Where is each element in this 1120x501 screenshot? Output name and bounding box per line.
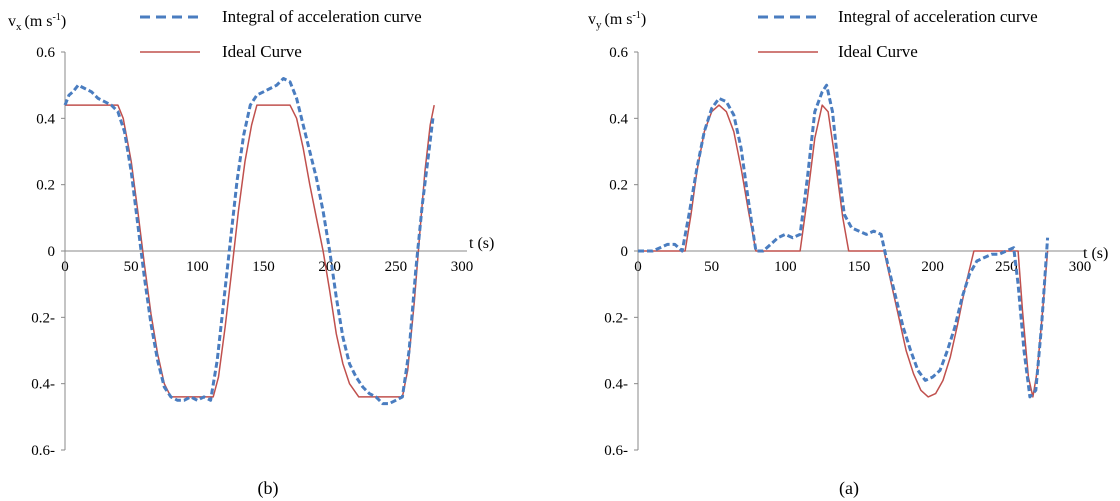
x-tick-label: 250 (385, 259, 408, 275)
x-ticks-vy: 0 50 100 150 200 250 300 (634, 259, 1091, 275)
caption-b: (b) (258, 478, 279, 499)
caption-a: (a) (839, 478, 859, 499)
x-tick-label: 0 (61, 259, 69, 275)
y-tick-label: 0.2 (609, 178, 628, 194)
series-vx (63, 77, 435, 406)
series-vy (638, 83, 1050, 399)
y-tick-label: 0.6 (36, 45, 55, 61)
legend-vx: Integral of acceleration curve Ideal Cur… (140, 7, 422, 61)
legend-label-integral: Integral of acceleration curve (222, 7, 422, 26)
x-tick-label: 150 (848, 259, 871, 275)
x-tick-label: 300 (1069, 259, 1092, 275)
y-tick-label: 0.6 (609, 45, 628, 61)
y-tick-label: 0.2- (31, 310, 55, 326)
y-tick-label: 0.2 (36, 178, 55, 194)
y-tick-label: 0.4- (604, 377, 628, 393)
x-tick-label: 200 (318, 259, 341, 275)
legend-label-ideal: Ideal Curve (838, 42, 918, 61)
x-tick-label: 200 (921, 259, 944, 275)
legend-label-ideal: Ideal Curve (222, 42, 302, 61)
ylabel-vy: vy (m s-1) (588, 10, 646, 31)
x-tick-label: 250 (995, 259, 1018, 275)
x-tick-label: 50 (124, 259, 139, 275)
y-tick-label: 0 (48, 244, 56, 260)
y-tick-label: 0.4- (31, 377, 55, 393)
x-tick-label: 150 (252, 259, 275, 275)
chart-vx: vx (m s-1) Integral of acceleration curve… (8, 7, 494, 499)
xlabel-vy: t (s) (1083, 245, 1108, 262)
series-line-ideal (638, 104, 1049, 398)
y-ticks-vx: 0.6 0.4 0.2 0 0.2- 0.4- 0.6- (31, 45, 65, 459)
series-line-ideal (65, 104, 435, 398)
x-tick-label: 0 (634, 259, 642, 275)
x-tick-label: 100 (774, 259, 797, 275)
y-tick-label: 0.4 (36, 111, 55, 127)
y-tick-label: 0.6- (31, 443, 55, 459)
y-ticks-vy: 0.6 0.4 0.2 0 0.2- 0.4- 0.6- (604, 45, 638, 459)
x-tick-label: 300 (451, 259, 474, 275)
y-tick-label: 0.4 (609, 111, 628, 127)
series-line-integral (638, 83, 1050, 399)
legend-vy: Integral of acceleration curve Ideal Cur… (758, 7, 1038, 61)
y-tick-label: 0.6- (604, 443, 628, 459)
y-tick-label: 0 (621, 244, 629, 260)
chart-vy: vy (m s-1) Integral of acceleration curve… (588, 7, 1108, 499)
x-ticks-vx: 0 50 100 150 200 250 300 (61, 259, 473, 275)
ylabel-vx: vx (m s-1) (8, 12, 66, 33)
y-tick-label: 0.2- (604, 310, 628, 326)
xlabel-vx: t (s) (469, 235, 494, 252)
x-tick-label: 50 (704, 259, 719, 275)
x-tick-label: 100 (186, 259, 209, 275)
legend-label-integral: Integral of acceleration curve (838, 7, 1038, 26)
series-line-integral (63, 77, 435, 406)
